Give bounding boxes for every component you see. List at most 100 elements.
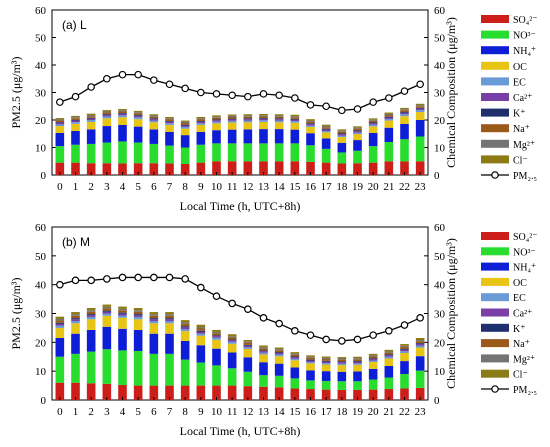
bar-segment bbox=[353, 371, 362, 382]
legend-label: Na⁺ bbox=[513, 124, 530, 135]
bar-segment bbox=[415, 105, 425, 107]
bar-segment bbox=[55, 124, 65, 127]
bar-segment bbox=[149, 143, 159, 164]
x-tick-label: 11 bbox=[227, 406, 238, 418]
pm25-point bbox=[118, 70, 127, 79]
legend-label: EC bbox=[513, 293, 526, 304]
bar-segment bbox=[227, 340, 237, 342]
y2-tick-label: 20 bbox=[434, 337, 446, 349]
bar-segment bbox=[353, 364, 362, 372]
bar-segment bbox=[274, 354, 284, 357]
bar-segment bbox=[368, 353, 378, 356]
bar-segment bbox=[149, 114, 159, 116]
bar-segment bbox=[243, 340, 253, 342]
legend-swatch bbox=[481, 262, 509, 271]
bar-segment bbox=[368, 126, 378, 133]
bar-segment bbox=[165, 124, 174, 132]
bar-segment bbox=[243, 342, 253, 345]
bar-segment bbox=[86, 118, 96, 120]
bar-segment bbox=[415, 106, 425, 108]
bar-segment bbox=[400, 107, 409, 110]
bar-segment bbox=[102, 116, 112, 119]
bar-segment bbox=[196, 119, 206, 122]
bar-segment bbox=[212, 143, 221, 162]
bar-segment bbox=[259, 386, 268, 400]
bar-segment bbox=[321, 360, 331, 362]
bar-segment bbox=[118, 308, 127, 311]
bar-segment bbox=[71, 122, 80, 124]
bar-segment bbox=[353, 361, 362, 364]
bar-segment bbox=[180, 123, 190, 125]
bar-segment bbox=[149, 118, 159, 120]
bar-segment bbox=[227, 337, 237, 340]
bar-segment bbox=[290, 360, 300, 368]
bar-segment bbox=[400, 161, 409, 175]
bar-segment bbox=[415, 343, 425, 345]
legend-label: Mg²⁺ bbox=[513, 354, 535, 365]
bar-segment bbox=[165, 118, 174, 120]
bar-segment bbox=[212, 123, 221, 131]
bar-segment bbox=[227, 343, 237, 353]
x-tick-label: 20 bbox=[368, 181, 380, 193]
bar-segment bbox=[196, 162, 206, 175]
bar-segment bbox=[180, 120, 190, 122]
bar-segment bbox=[149, 319, 159, 321]
bar-segment bbox=[337, 163, 347, 175]
x-tick-label: 15 bbox=[289, 181, 301, 193]
legend-swatch bbox=[481, 30, 509, 39]
bar-segment bbox=[133, 115, 143, 118]
bar-segment bbox=[259, 354, 268, 363]
bar-segment bbox=[290, 119, 300, 122]
legend-label: NH₄⁺ bbox=[513, 46, 536, 57]
bar-segment bbox=[321, 356, 331, 358]
legend-label: SO₄²⁻ bbox=[513, 15, 538, 26]
bar-segment bbox=[165, 312, 174, 315]
x-tick-label: 5 bbox=[135, 181, 141, 193]
bar-segment bbox=[259, 352, 268, 355]
bar-segment bbox=[384, 118, 394, 121]
bar-segment bbox=[165, 323, 174, 334]
bar-segment bbox=[86, 319, 96, 330]
bar-segment bbox=[118, 141, 127, 164]
bar-segment bbox=[337, 133, 347, 135]
bar-segment bbox=[149, 318, 159, 320]
bar-segment bbox=[102, 304, 112, 307]
bar-segment bbox=[118, 313, 127, 316]
bar-segment bbox=[337, 357, 347, 359]
x-tick-label: 2 bbox=[88, 406, 94, 418]
x-tick-label: 17 bbox=[321, 406, 333, 418]
y-tick-label: 50 bbox=[35, 251, 47, 263]
pm25-point bbox=[197, 88, 205, 97]
pm25-point bbox=[416, 314, 424, 322]
bar-segment bbox=[133, 115, 143, 116]
bar-segment bbox=[321, 132, 331, 139]
bar-segment bbox=[321, 162, 331, 175]
bar-segment bbox=[274, 116, 284, 119]
bar-segment bbox=[102, 110, 112, 112]
legend-swatch bbox=[481, 124, 509, 133]
bar-segment bbox=[384, 358, 394, 366]
bar-segment bbox=[180, 323, 190, 327]
pm25-point bbox=[369, 98, 377, 106]
bar-segment bbox=[243, 161, 253, 175]
bar-segment bbox=[321, 131, 331, 133]
x-tick-label: 3 bbox=[104, 406, 110, 418]
y-tick-label: 10 bbox=[35, 366, 47, 378]
x-tick-label: 8 bbox=[182, 406, 188, 418]
bar-segment bbox=[227, 116, 237, 119]
y2-tick-label: 60 bbox=[434, 222, 446, 234]
x-tick-label: 14 bbox=[274, 406, 286, 418]
bar-segment bbox=[368, 368, 378, 380]
bar-segment bbox=[306, 121, 315, 124]
bar-segment bbox=[400, 114, 409, 117]
bar-segment bbox=[227, 115, 237, 117]
bar-segment bbox=[71, 144, 80, 163]
bar-segment bbox=[384, 365, 394, 378]
bar-segment bbox=[165, 315, 174, 319]
bar-segment bbox=[212, 329, 221, 332]
bar-segment bbox=[384, 355, 394, 357]
pm25-point bbox=[71, 276, 80, 285]
bar-segment bbox=[243, 129, 253, 144]
bar-segment bbox=[180, 121, 190, 124]
bar-segment bbox=[368, 379, 378, 390]
